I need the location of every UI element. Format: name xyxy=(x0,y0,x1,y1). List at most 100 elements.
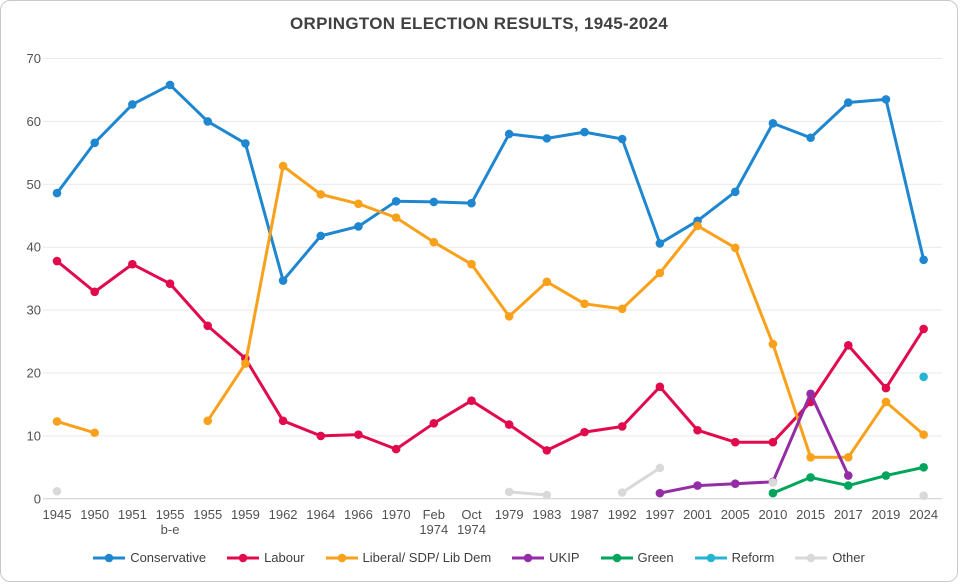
data-point xyxy=(278,416,288,426)
data-point xyxy=(768,118,778,128)
data-point xyxy=(241,139,250,148)
x-tick-label: 1997 xyxy=(645,507,674,522)
chart-title: ORPINGTON ELECTION RESULTS, 1945-2024 xyxy=(290,14,668,33)
data-point xyxy=(617,488,627,497)
data-point xyxy=(90,138,99,148)
data-point xyxy=(504,487,514,497)
data-point xyxy=(52,188,62,198)
data-point xyxy=(693,425,702,435)
data-point xyxy=(278,276,288,285)
x-tick-label: 2001 xyxy=(683,507,712,522)
data-point xyxy=(655,463,665,473)
legend-item-labour: Labour xyxy=(227,550,305,565)
data-point xyxy=(203,416,213,426)
legend-item-reform: Reform xyxy=(694,550,775,565)
legend: Conservative Labour Liberal/ SDP/ Lib Dem U… xyxy=(1,550,957,565)
x-tick-label: 1950 xyxy=(80,507,109,522)
series-line xyxy=(206,164,926,459)
data-point xyxy=(316,190,326,199)
data-point xyxy=(316,431,326,441)
data-point xyxy=(354,222,363,231)
legend-marker-icon xyxy=(227,553,260,562)
legend-label: Liberal/ SDP/ Lib Dem xyxy=(362,550,492,565)
y-tick-label: 40 xyxy=(27,240,41,255)
y-tick-label: 50 xyxy=(27,177,41,192)
data-point xyxy=(768,478,778,487)
data-point xyxy=(467,198,476,208)
x-tick-label: 1983 xyxy=(532,507,561,522)
data-point xyxy=(90,428,99,438)
legend-label: Conservative xyxy=(130,550,207,565)
data-point xyxy=(542,490,552,500)
data-point xyxy=(391,213,401,222)
data-point xyxy=(843,452,853,462)
legend-label: Other xyxy=(832,550,865,565)
x-tick-label: 2024 xyxy=(909,507,938,522)
data-point xyxy=(467,396,476,405)
legend-label: Reform xyxy=(731,550,775,565)
data-point xyxy=(354,430,363,439)
x-tick-label: Feb xyxy=(423,507,445,522)
x-tick-label: 2005 xyxy=(721,507,750,522)
data-point xyxy=(655,382,665,392)
data-point xyxy=(919,255,928,265)
data-point xyxy=(580,427,589,437)
data-point xyxy=(843,341,853,350)
data-point xyxy=(919,324,928,334)
data-point xyxy=(730,187,740,197)
data-point xyxy=(806,389,815,399)
data-point xyxy=(919,372,928,382)
legend-marker-icon xyxy=(795,553,828,562)
y-tick-label: 70 xyxy=(27,51,41,66)
legend-item-green: Green xyxy=(600,550,674,565)
series-conservative xyxy=(52,80,928,285)
legend-label: Labour xyxy=(264,550,305,565)
data-point xyxy=(693,221,702,231)
x-tick-label: 1964 xyxy=(306,507,335,522)
legend-label: UKIP xyxy=(549,550,580,565)
legend-marker-icon xyxy=(600,553,633,562)
series-line xyxy=(55,259,926,452)
x-tick-label: 1951 xyxy=(118,507,147,522)
x-tick-label: 1974 xyxy=(419,522,448,537)
data-point xyxy=(655,239,665,248)
legend-item-conservative: Conservative xyxy=(93,550,206,565)
data-point xyxy=(617,304,627,314)
data-point xyxy=(881,383,891,393)
data-point xyxy=(806,133,815,143)
series-line xyxy=(55,419,97,435)
series-line xyxy=(620,466,662,495)
data-point xyxy=(881,95,891,104)
x-tick-label: 1959 xyxy=(231,507,260,522)
data-point xyxy=(768,437,778,447)
data-point xyxy=(52,417,62,426)
data-point xyxy=(316,231,326,241)
data-point xyxy=(542,446,552,455)
data-point xyxy=(617,422,627,431)
data-point xyxy=(919,463,928,472)
data-point xyxy=(354,199,363,209)
series-green xyxy=(768,463,928,498)
x-tick-label: 1945 xyxy=(43,507,72,522)
data-point xyxy=(128,100,137,109)
data-point xyxy=(429,419,439,428)
y-tick-label: 30 xyxy=(27,303,41,318)
data-point xyxy=(730,479,740,489)
y-tick-label: 0 xyxy=(34,491,41,506)
data-point xyxy=(165,279,175,288)
series-line xyxy=(55,83,926,283)
data-point xyxy=(391,196,401,206)
x-tick-label: 2019 xyxy=(871,507,900,522)
y-tick-label: 20 xyxy=(27,366,41,381)
series-labour xyxy=(52,256,928,455)
y-tick-label: 10 xyxy=(27,428,41,443)
x-tick-label: 1955 xyxy=(193,507,222,522)
data-point xyxy=(52,486,62,496)
x-tick-label: 1974 xyxy=(457,522,486,537)
legend-marker-icon xyxy=(694,553,727,562)
x-tick-label: 2015 xyxy=(796,507,825,522)
legend-marker-icon xyxy=(93,553,126,562)
